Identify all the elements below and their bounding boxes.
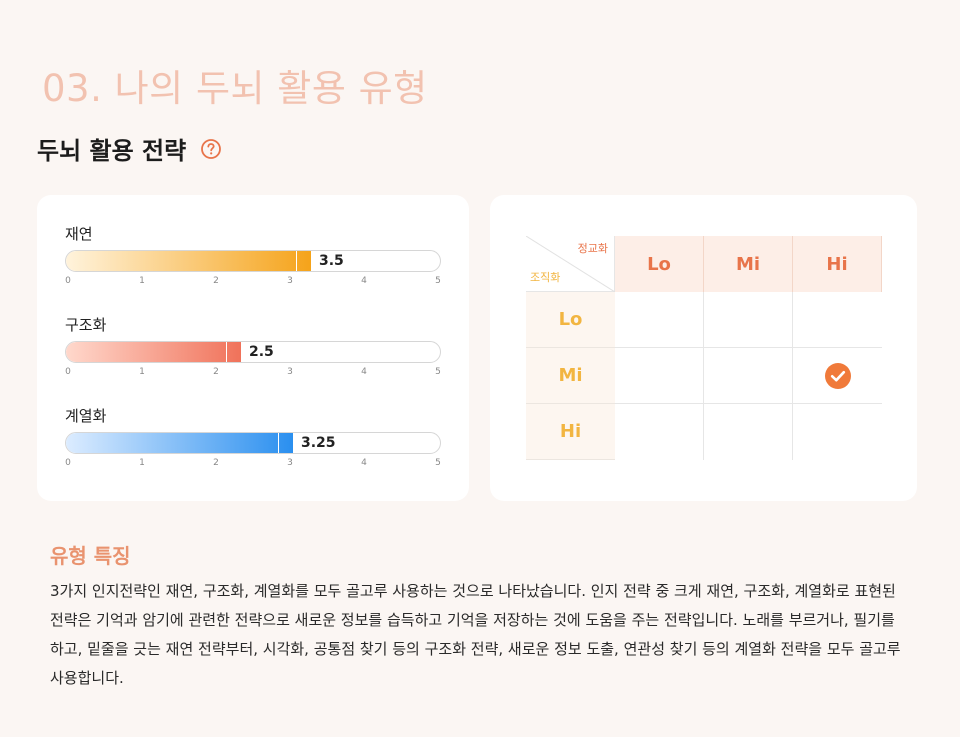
bar-value: 2.5 [249, 344, 274, 360]
axis-tick-label: 2 [213, 276, 219, 286]
corner-label-top: 정교화 [577, 242, 608, 255]
corner-diagonal [526, 236, 615, 292]
bar-group: 재연 3.5 0 1 2 3 4 5 [65, 223, 441, 290]
bar-marker [278, 433, 279, 453]
bar-marker [226, 342, 227, 362]
matrix-column-header: Lo [615, 236, 704, 292]
bar-label: 구조화 [65, 316, 107, 334]
axis-tick-label: 0 [65, 458, 71, 468]
axis-tick-label: 3 [287, 458, 293, 468]
corner-label-bottom: 조직화 [530, 271, 561, 284]
matrix-cell [615, 348, 704, 404]
bar-axis: 0 1 2 3 4 5 [65, 458, 441, 472]
bar-value: 3.5 [319, 253, 344, 269]
matrix-cell [615, 292, 704, 348]
matrix-cell [615, 404, 704, 460]
bar-fill [66, 433, 293, 453]
axis-tick-label: 5 [435, 458, 441, 468]
bar-fill [66, 251, 311, 271]
bar-chart-card: 재연 3.5 0 1 2 3 4 5 구조화 2.5 0 1 2 3 4 5 계열화 3.25 0 1 2 3 4 5 [37, 195, 469, 501]
question-circle-icon[interactable] [200, 138, 222, 160]
matrix-column-header: Hi [793, 236, 882, 292]
matrix-row-header: Mi [526, 348, 615, 404]
axis-tick-label: 3 [287, 367, 293, 377]
bar-track: 2.5 [65, 341, 441, 363]
axis-tick-label: 4 [361, 458, 367, 468]
axis-tick-label: 4 [361, 367, 367, 377]
bar-fill [66, 342, 241, 362]
bar-label: 재연 [65, 225, 93, 243]
bar-group: 계열화 3.25 0 1 2 3 4 5 [65, 405, 441, 472]
strategy-matrix-card: 정교화 조직화 Lo Mi Hi Lo Mi Hi [490, 195, 917, 501]
strategy-heading: 두뇌 활용 전략 [37, 131, 222, 166]
bar-axis: 0 1 2 3 4 5 [65, 276, 441, 290]
trait-title: 유형 특징 [50, 544, 131, 568]
bar-marker [296, 251, 297, 271]
matrix-column-header: Mi [704, 236, 793, 292]
axis-tick-label: 1 [139, 458, 145, 468]
bar-label: 계열화 [65, 407, 107, 425]
axis-tick-label: 1 [139, 367, 145, 377]
axis-tick-label: 4 [361, 276, 367, 286]
axis-tick-label: 5 [435, 276, 441, 286]
axis-tick-label: 1 [139, 276, 145, 286]
axis-tick-label: 2 [213, 458, 219, 468]
check-circle-icon [824, 362, 851, 389]
matrix-cell [704, 348, 793, 404]
matrix-cell [793, 348, 882, 404]
bar-track: 3.25 [65, 432, 441, 454]
matrix-cell [704, 292, 793, 348]
matrix-row-header: Lo [526, 292, 615, 348]
matrix-cell [793, 292, 882, 348]
bar-value: 3.25 [301, 435, 336, 451]
matrix-row-header: Hi [526, 404, 615, 460]
axis-tick-label: 2 [213, 367, 219, 377]
strategy-heading-text: 두뇌 활용 전략 [37, 137, 187, 165]
trait-description: 3가지 인지전략인 재연, 구조화, 계열화를 모두 골고루 사용하는 것으로 … [50, 582, 901, 687]
bar-track: 3.5 [65, 250, 441, 272]
axis-tick-label: 3 [287, 276, 293, 286]
axis-tick-label: 0 [65, 276, 71, 286]
bar-group: 구조화 2.5 0 1 2 3 4 5 [65, 314, 441, 381]
matrix-cell [704, 404, 793, 460]
section-title: 03. 나의 두뇌 활용 유형 [42, 67, 428, 110]
axis-tick-label: 0 [65, 367, 71, 377]
matrix-cell [793, 404, 882, 460]
bar-axis: 0 1 2 3 4 5 [65, 367, 441, 381]
axis-tick-label: 5 [435, 367, 441, 377]
